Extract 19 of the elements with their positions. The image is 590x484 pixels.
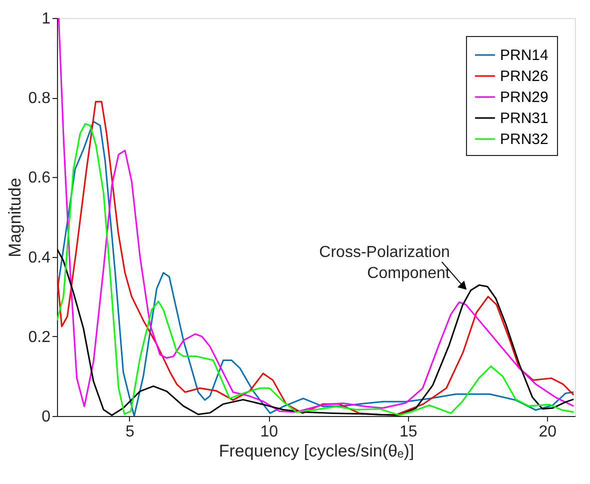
y-tick-label: 0.8: [28, 90, 51, 108]
x-tick-label: 15: [400, 424, 418, 440]
legend-label: PRN31: [500, 110, 548, 127]
x-tick-label: 20: [538, 424, 557, 440]
y-tick-label: 0.2: [28, 328, 51, 346]
y-axis-title: Magnitude: [5, 178, 24, 258]
y-tick-label: 0: [42, 408, 51, 426]
legend-label: PRN14: [500, 47, 548, 64]
x-tick-label: 10: [260, 424, 278, 440]
legend-label: PRN29: [500, 89, 548, 106]
annotation: Cross-Polarization Component: [319, 244, 450, 282]
legend-label: PRN32: [500, 131, 548, 148]
legend-label: PRN26: [500, 68, 548, 85]
x-tick-label: 5: [125, 424, 134, 440]
x-axis-title: Frequency [cycles/sin(θₑ)]: [218, 442, 414, 460]
y-tick-label: 0.6: [28, 170, 51, 187]
y-tick-label: 1: [42, 10, 51, 28]
y-tick-label: 0.4: [28, 249, 51, 266]
line-series: [58, 18, 574, 413]
